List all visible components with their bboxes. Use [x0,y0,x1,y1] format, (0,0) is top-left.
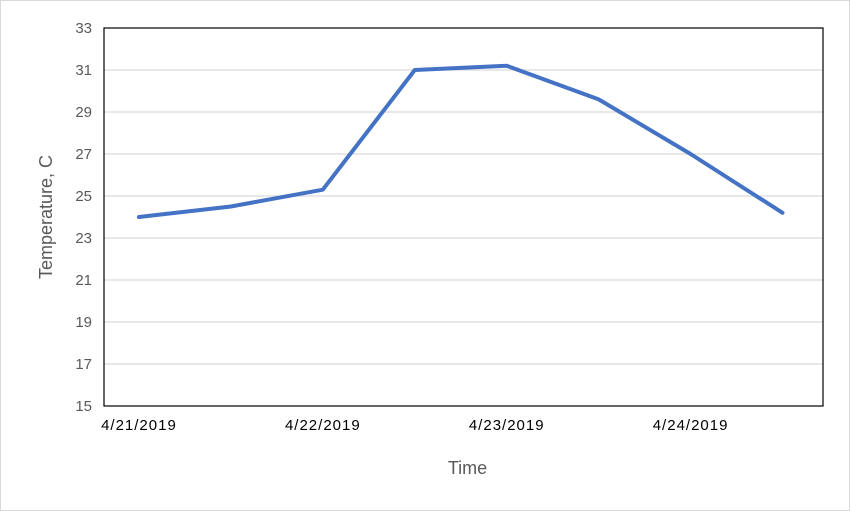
y-axis-title: Temperature, C [36,155,56,279]
y-tick-label: 27 [75,146,92,163]
y-tick-label: 29 [75,104,92,121]
x-axis-ticks: 4/21/2019 4/22/2019 4/23/2019 4/24/2019 [101,417,729,434]
y-tick-label: 23 [75,230,92,247]
y-tick-label: 15 [75,398,92,415]
x-tick-label: 4/24/2019 [653,417,729,434]
y-tick-label: 31 [75,62,92,79]
y-tick-label: 21 [75,272,92,289]
gridlines [104,69,823,365]
x-tick-label: 4/22/2019 [285,417,361,434]
y-axis-ticks: 15 17 19 21 23 25 27 29 31 33 [75,20,92,415]
y-tick-label: 25 [75,188,92,205]
y-tick-label: 19 [75,314,92,331]
x-axis-title: Time [448,458,487,478]
x-tick-label: 4/21/2019 [101,417,177,434]
plot-area-border [103,27,824,407]
y-tick-label: 17 [75,356,92,373]
y-tick-label: 33 [75,20,92,37]
series-line [136,63,785,219]
x-tick-label: 4/23/2019 [469,417,545,434]
